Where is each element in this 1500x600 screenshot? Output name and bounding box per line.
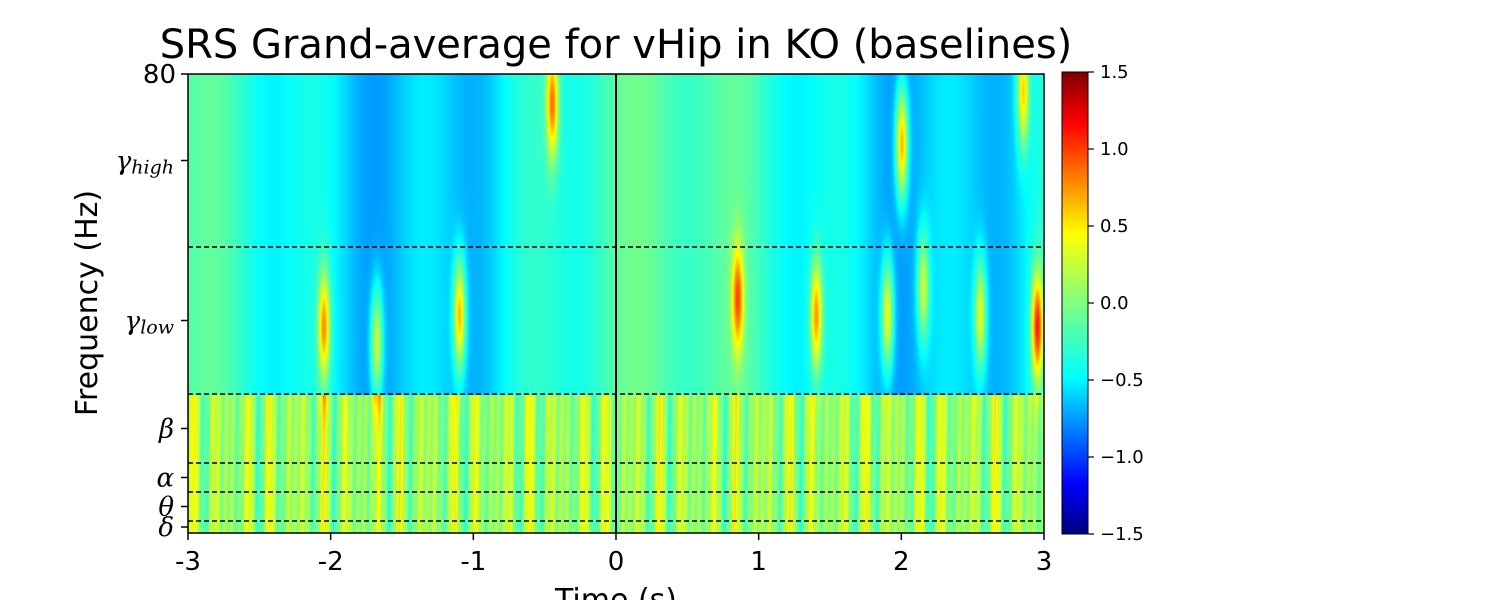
y-tick-label: 80 [143,60,176,90]
colorbar-ticks: 1.5 1.0 0.5 0.0 −0.5 −1.0 −1.5 [1088,62,1144,545]
colorbar-tick-label: −0.5 [1100,370,1144,391]
x-axis-label: Time (s) [554,583,677,600]
colorbar-gradient [1061,71,1089,535]
band-tick-label: γhigh [116,147,174,179]
x-tick-label: 3 [1036,547,1053,577]
x-tick-label: -2 [318,547,344,577]
x-tick-label: 1 [750,547,767,577]
band-tick-label: θ [158,493,174,523]
colorbar-tick-label: −1.0 [1100,447,1144,468]
x-tick-label: 0 [608,547,625,577]
chart-title: SRS Grand-average for vHip in KO (baseli… [160,22,1073,68]
y-axis-label: Frequency (Hz) [70,190,105,416]
band-tick-label: β [158,415,174,445]
band-tick-label: δ [158,513,174,543]
colorbar: 1.5 1.0 0.5 0.0 −0.5 −1.0 −1.5 [1061,62,1144,545]
colorbar-tick-label: 1.5 [1100,62,1129,83]
band-tick-label: γlow [125,307,174,339]
colorbar-tick-label: −1.5 [1100,524,1144,545]
x-tick-label: -1 [460,547,486,577]
x-tick-label: -3 [175,547,201,577]
colorbar-tick-label: 1.0 [1100,139,1129,160]
colorbar-tick-label: 0.0 [1100,293,1129,314]
colorbar-tick-label: 0.5 [1100,216,1129,237]
x-axis: -3 -2 -1 0 1 2 3 [175,533,1052,577]
x-tick-label: 2 [893,547,910,577]
band-tick-label: α [156,464,174,494]
